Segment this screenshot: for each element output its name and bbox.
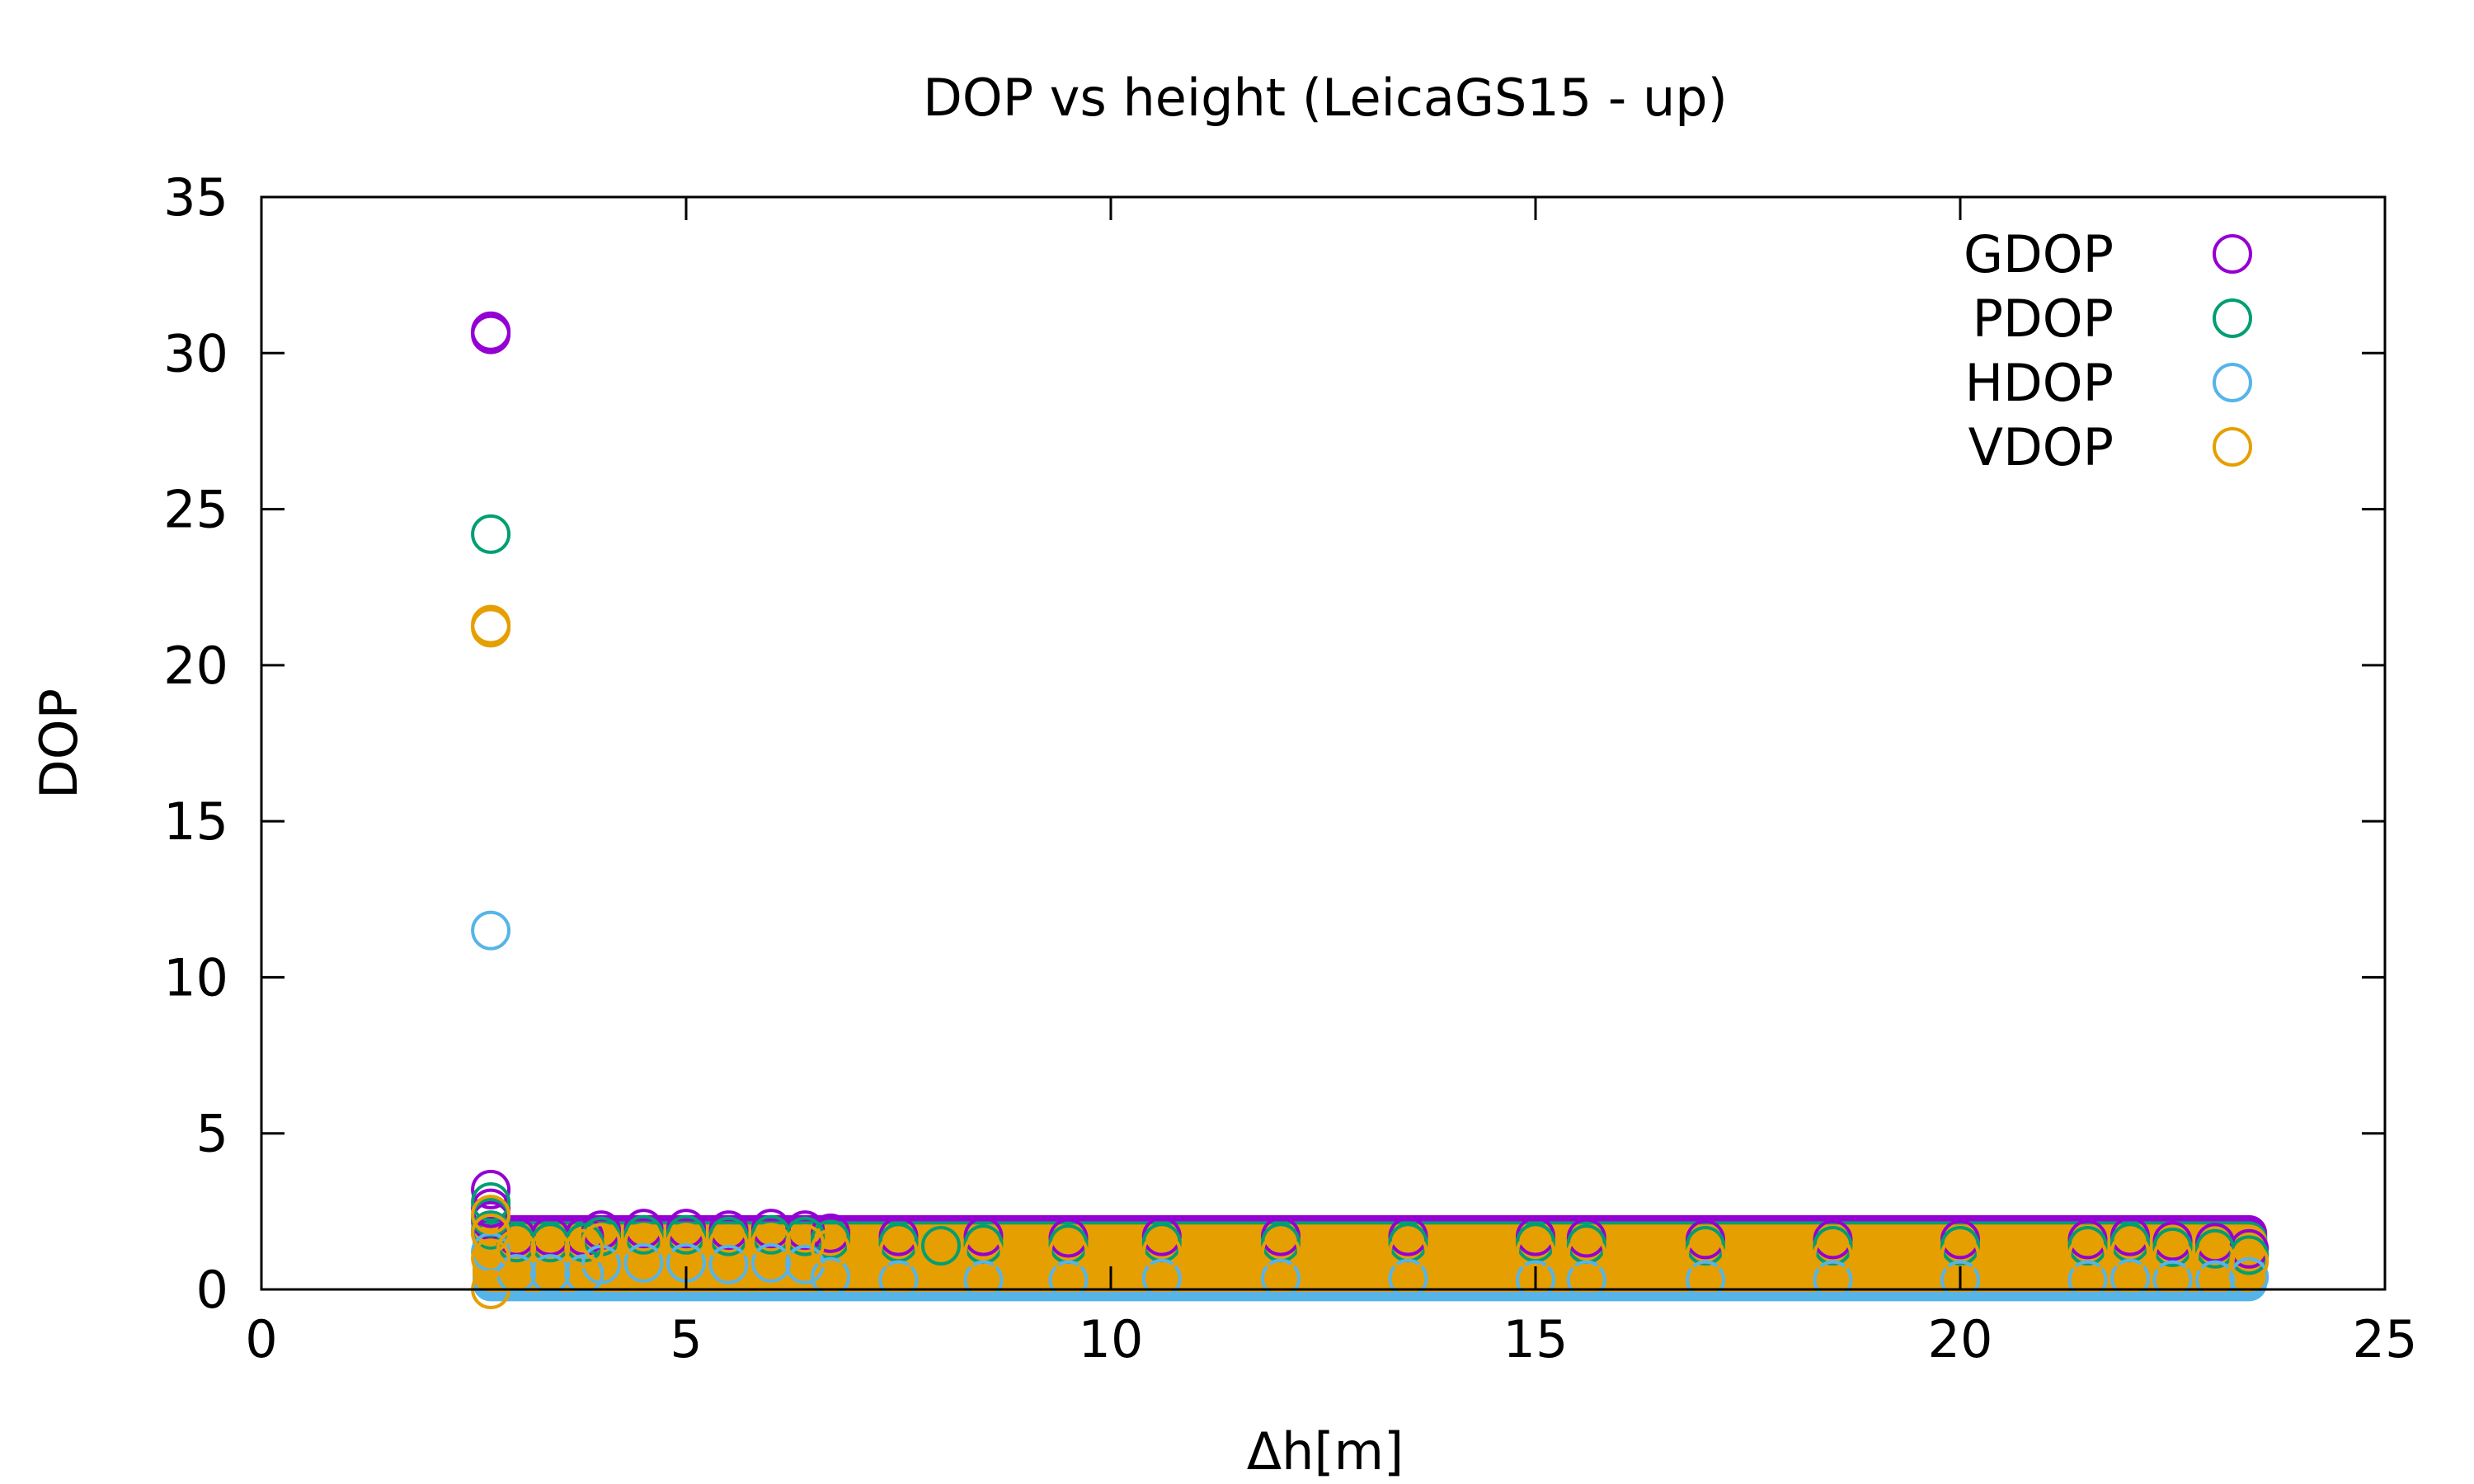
- point-hdop: [1261, 1258, 1300, 1298]
- x-tick-label: 5: [670, 1309, 702, 1369]
- x-tick-label: 0: [245, 1309, 277, 1369]
- point-pdop: [1940, 1226, 1980, 1266]
- point-hdop: [708, 1244, 749, 1284]
- point-vdop: [878, 1232, 919, 1272]
- point-hdop: [1388, 1258, 1428, 1298]
- y-axis-label: DOP: [29, 688, 89, 799]
- point-vdop: [2067, 1235, 2108, 1275]
- x-tick-label: 25: [2353, 1309, 2418, 1369]
- point-hdop: [2229, 1256, 2269, 1297]
- point-hdop: [623, 1242, 664, 1283]
- y-tick-label: 15: [163, 791, 228, 852]
- point-hdop: [2152, 1260, 2193, 1300]
- point-vdop: [1048, 1232, 1089, 1272]
- legend-marker-hdop: [2213, 363, 2252, 402]
- y-tick-label: 0: [196, 1260, 228, 1320]
- point-vdop: [2229, 1241, 2269, 1281]
- point-vdop: [963, 1232, 1004, 1272]
- point-vdop: [471, 1238, 511, 1279]
- point-vdop: [2195, 1238, 2235, 1279]
- y-axis: 0 5 10 15 20 25 30 35: [163, 167, 2385, 1320]
- band-vdop: [473, 1224, 2268, 1293]
- legend-label-vdop: VDOP: [1968, 417, 2114, 477]
- point-vdop: [1686, 1235, 1725, 1275]
- point-hdop: [963, 1260, 1004, 1300]
- x-axis-label: Δh[m]: [1247, 1421, 1404, 1482]
- legend-marker-vdop: [2213, 427, 2252, 467]
- point-pdop: [471, 514, 511, 554]
- point-hdop: [1048, 1260, 1089, 1300]
- point-hdop: [811, 1256, 851, 1297]
- point-hdop: [1141, 1258, 1182, 1298]
- point-gdop: [471, 314, 511, 355]
- point-pdop: [1813, 1226, 1853, 1266]
- point-hdop: [751, 1242, 791, 1283]
- point-hdop: [471, 910, 511, 951]
- legend-marker-gdop: [2213, 234, 2252, 274]
- point-vdop: [1813, 1235, 1853, 1275]
- point-vdop: [1141, 1232, 1182, 1272]
- point-pdop: [2152, 1227, 2193, 1267]
- point-vdop: [471, 1195, 511, 1235]
- x-tick-label: 15: [1503, 1309, 1569, 1369]
- point-vdop: [471, 604, 511, 645]
- point-vdop: [1566, 1233, 1606, 1274]
- point-vdop: [708, 1224, 749, 1265]
- point-hdop: [1940, 1260, 1980, 1300]
- point-vdop: [530, 1228, 571, 1269]
- x-axis: 0 5 10 15 20 25: [245, 197, 2417, 1369]
- y-tick-label: 35: [163, 167, 228, 228]
- point-gdop: [471, 311, 511, 351]
- point-pdop: [2067, 1226, 2108, 1266]
- point-vdop: [1388, 1232, 1428, 1272]
- legend-label-gdop: GDOP: [1964, 224, 2114, 284]
- point-vdop: [623, 1223, 664, 1263]
- point-vdop: [666, 1223, 706, 1263]
- point-vdop: [581, 1223, 621, 1263]
- y-tick-label: 20: [163, 636, 228, 696]
- point-vdop: [811, 1228, 851, 1269]
- y-tick-label: 5: [196, 1104, 228, 1164]
- plot-area: [471, 311, 2269, 1309]
- x-tick-label: 20: [1928, 1309, 1993, 1369]
- legend-label-pdop: PDOP: [1973, 289, 2114, 349]
- y-tick-label: 30: [163, 323, 228, 383]
- point-vdop: [2152, 1237, 2193, 1277]
- point-hdop: [2067, 1260, 2108, 1300]
- point-hdop: [2110, 1258, 2150, 1298]
- point-pdop: [921, 1226, 961, 1266]
- point-gdop: [471, 1169, 511, 1209]
- point-vdop: [785, 1224, 825, 1265]
- point-hdop: [530, 1254, 571, 1294]
- point-vdop: [1261, 1232, 1300, 1272]
- point-vdop: [496, 1228, 536, 1269]
- point-vdop: [751, 1223, 791, 1263]
- point-pdop: [471, 1182, 511, 1222]
- point-hdop: [878, 1260, 919, 1300]
- point-vdop: [564, 1228, 604, 1269]
- point-hdop: [1813, 1260, 1853, 1300]
- legend-marker-pdop: [2213, 298, 2252, 338]
- chart-title: DOP vs height (LeicaGS15 - up): [923, 68, 1728, 128]
- point-hdop: [2195, 1260, 2235, 1300]
- point-vdop: [471, 608, 511, 648]
- y-tick-label: 25: [163, 480, 228, 540]
- point-vdop: [2110, 1232, 2150, 1272]
- y-tick-label: 10: [163, 947, 228, 1007]
- x-tick-label: 10: [1079, 1309, 1144, 1369]
- legend-label-hdop: HDOP: [1964, 353, 2114, 413]
- plot-frame: [260, 195, 2387, 1291]
- point-pdop: [1686, 1226, 1725, 1266]
- point-hdop: [1686, 1260, 1725, 1300]
- point-hdop: [1516, 1260, 1555, 1300]
- point-hdop: [1566, 1260, 1606, 1300]
